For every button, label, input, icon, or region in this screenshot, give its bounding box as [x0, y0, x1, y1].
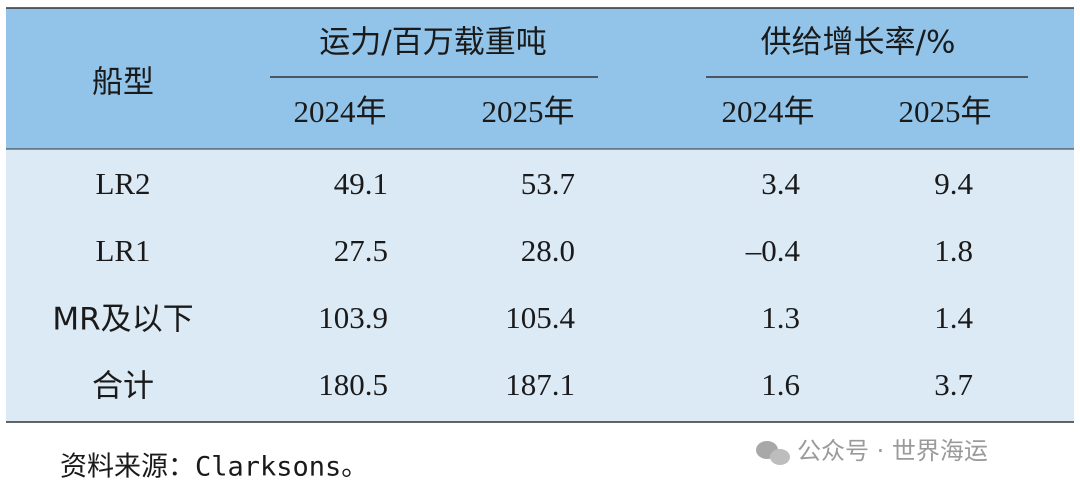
number-cell: 9.4	[934, 166, 973, 201]
number-cell: 28.0	[521, 233, 575, 268]
watermark: 公众号 · 世界海运	[797, 437, 988, 465]
number-cell: 1.4	[934, 300, 973, 335]
ship-type-cell: MR及以下	[52, 302, 193, 338]
header-year: 2024年	[294, 94, 387, 129]
number-cell: 27.5	[334, 233, 388, 268]
ship-type-cell: LR2	[95, 166, 150, 201]
ship-type-cell: 合计	[92, 369, 154, 405]
header-background	[6, 8, 1074, 149]
number-cell: 187.1	[505, 367, 575, 402]
table-body: LR2 49.1 53.7 3.4 9.4 LR1 27.5 28.0 –0.4 1.8 MR及以下…	[52, 166, 973, 404]
header-year: 2025年	[899, 94, 992, 129]
header-cell: 船型	[92, 65, 154, 101]
number-cell: 49.1	[334, 166, 388, 201]
header-year: 2025年	[482, 94, 575, 129]
number-cell: 3.7	[934, 367, 973, 402]
source-note: 资料来源：Clarksons。	[60, 452, 368, 483]
number-cell: 1.8	[934, 233, 973, 268]
number-cell: 105.4	[505, 300, 575, 335]
watermark-icon	[756, 441, 790, 465]
header-group: 运力/百万载重吨	[319, 25, 546, 61]
body-background	[6, 149, 1074, 422]
header-year: 2024年	[722, 94, 815, 129]
number-cell: –0.4	[745, 233, 801, 268]
number-cell: 1.3	[761, 300, 800, 335]
header-group: 供给增长率/%	[761, 25, 956, 61]
number-cell: 180.5	[318, 367, 388, 402]
number-cell: 103.9	[318, 300, 388, 335]
ship-type-cell: LR1	[95, 233, 150, 268]
number-cell: 53.7	[521, 166, 575, 201]
number-cell: 1.6	[761, 367, 800, 402]
number-cell: 3.4	[761, 166, 800, 201]
